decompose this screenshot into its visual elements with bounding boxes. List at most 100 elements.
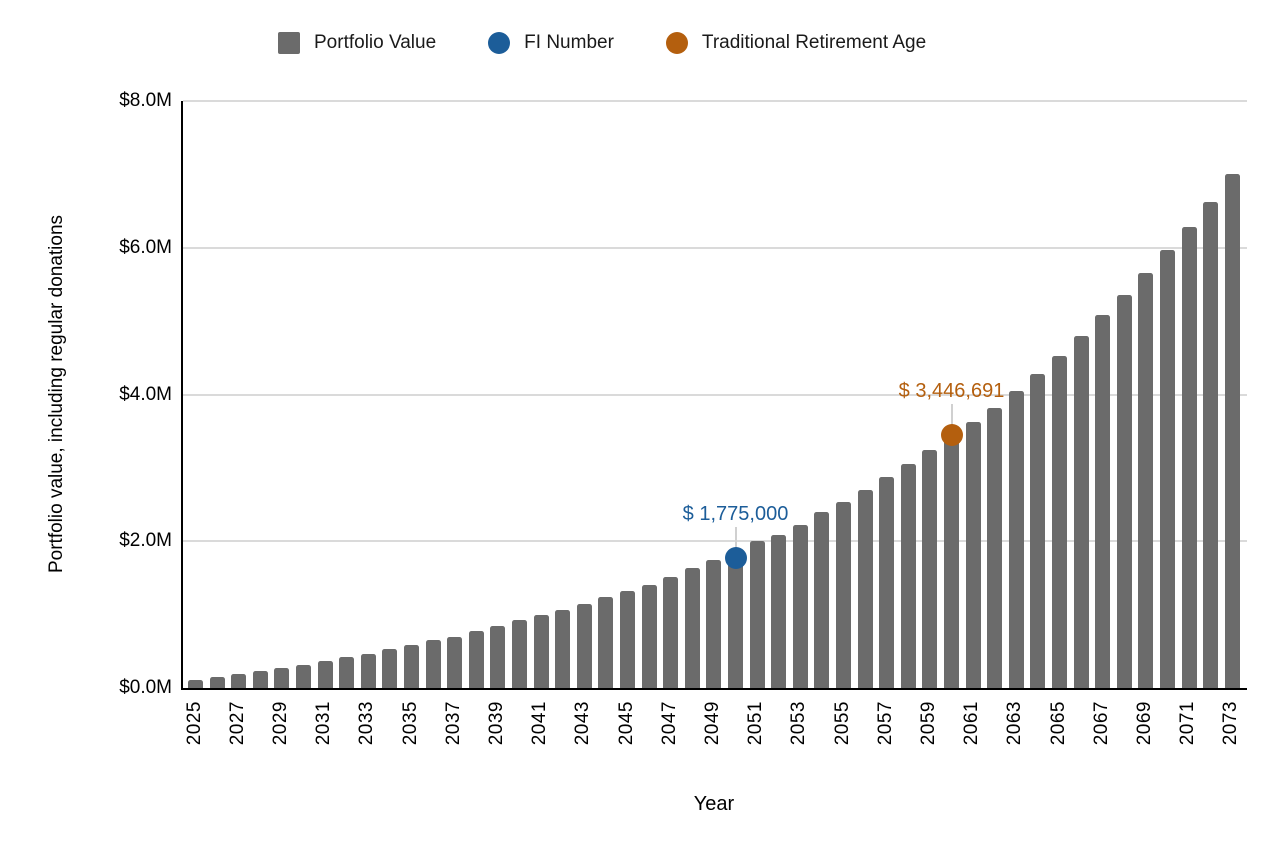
bar-2031[interactable] (317, 660, 333, 688)
x-tick-label-2027: 2027 (226, 701, 248, 746)
chart-legend: Portfolio Value FI Number Traditional Reti… (278, 32, 926, 54)
bar-2040[interactable] (512, 619, 527, 688)
bar-2050[interactable] (728, 550, 743, 688)
bar-2025[interactable] (188, 679, 203, 688)
bar-2044[interactable] (598, 597, 614, 688)
bar-2028[interactable] (252, 671, 268, 688)
bar-2043[interactable] (576, 603, 592, 688)
gridline (183, 100, 1247, 102)
bar-2063[interactable] (1008, 390, 1024, 688)
bar-2054[interactable] (814, 511, 830, 688)
bar-2038[interactable] (468, 630, 484, 688)
y-tick-label: $6.0M (119, 236, 172, 258)
y-tick-label: $0.0M (119, 677, 172, 698)
x-tick-label-2053: 2053 (788, 701, 810, 746)
x-tick-label-2035: 2035 (399, 701, 421, 746)
bar-2045[interactable] (620, 591, 635, 688)
x-tick-label-2059: 2059 (917, 701, 939, 746)
x-tick-label-2025: 2025 (183, 701, 205, 746)
bar-2058[interactable] (900, 464, 916, 688)
bar-2071[interactable] (1181, 227, 1197, 688)
bar-2033[interactable] (360, 653, 376, 688)
bar-2048[interactable] (684, 568, 700, 688)
x-tick-label-2063: 2063 (1004, 701, 1026, 746)
x-tick-label-2067: 2067 (1090, 701, 1112, 746)
bar-2051[interactable] (749, 541, 765, 688)
bar-2059[interactable] (922, 450, 938, 688)
bar-2039[interactable] (490, 625, 506, 688)
bar-2041[interactable] (533, 614, 549, 688)
x-tick-label-2061: 2061 (961, 701, 983, 746)
x-tick-label-2029: 2029 (269, 701, 291, 746)
bar-2053[interactable] (792, 525, 808, 688)
bar-2027[interactable] (231, 674, 247, 688)
bar-2035[interactable] (404, 645, 419, 688)
bar-2073[interactable] (1224, 174, 1240, 688)
legend-label: Portfolio Value (314, 32, 437, 53)
x-tick-label-2057: 2057 (874, 701, 896, 746)
x-tick-label-2049: 2049 (701, 701, 723, 746)
x-tick-label-2033: 2033 (356, 701, 378, 746)
bar-2047[interactable] (663, 576, 679, 688)
x-tick-label-2051: 2051 (745, 701, 767, 746)
bar-2065[interactable] (1052, 356, 1067, 688)
legend-item-portfolio-value[interactable]: Portfolio Value (278, 32, 436, 54)
legend-label: FI Number (524, 32, 614, 53)
bar-2049[interactable] (706, 559, 722, 688)
bar-2062[interactable] (987, 407, 1003, 688)
bar-2070[interactable] (1160, 250, 1175, 688)
annotation-value-label: $ 1,775,000 (682, 502, 789, 525)
x-tick-label-2065: 2065 (1047, 701, 1069, 746)
legend-label: Traditional Retirement Age (701, 32, 927, 53)
bar-2061[interactable] (965, 422, 981, 688)
x-tick-label-2069: 2069 (1133, 701, 1155, 746)
bar-2036[interactable] (425, 640, 441, 688)
traditional-retirement-age-point[interactable] (940, 424, 963, 447)
legend-item-fi-number[interactable]: FI Number (488, 32, 614, 54)
fi-number-point[interactable] (724, 546, 747, 569)
x-axis-title: Year (693, 793, 735, 815)
bar-2066[interactable] (1073, 335, 1089, 688)
bar-2067[interactable] (1095, 315, 1111, 688)
x-tick-label-2041: 2041 (529, 701, 551, 746)
y-tick-label: $8.0M (119, 90, 172, 111)
bar-2060[interactable] (944, 437, 959, 688)
y-tick-label: $2.0M (119, 530, 172, 552)
x-tick-label-2045: 2045 (615, 701, 637, 746)
x-tick-label-2073: 2073 (1220, 701, 1242, 746)
bar-2026[interactable] (209, 677, 225, 688)
legend-item-traditional-retirement-age[interactable]: Traditional Retirement Age (665, 32, 927, 54)
x-tick-label-2047: 2047 (658, 701, 680, 746)
bar-2032[interactable] (339, 657, 355, 688)
gridline (183, 540, 1247, 543)
bar-2037[interactable] (447, 636, 463, 688)
bar-2069[interactable] (1138, 273, 1154, 688)
x-tick-label-2055: 2055 (831, 701, 853, 746)
annotation-stem (734, 526, 737, 548)
circle-marker-icon (488, 32, 511, 54)
annotation-stem (950, 404, 953, 426)
bar-2057[interactable] (879, 477, 895, 688)
bar-2046[interactable] (641, 584, 657, 688)
x-tick-label-2037: 2037 (442, 701, 464, 746)
bar-2056[interactable] (857, 489, 873, 688)
plot-area: $ 1,775,000 $ 3,446,691 (183, 100, 1247, 690)
bar-2034[interactable] (382, 649, 398, 688)
x-tick-label-2043: 2043 (572, 701, 594, 746)
x-tick-label-2031: 2031 (313, 701, 335, 746)
bar-2030[interactable] (296, 664, 311, 688)
annotation-value-label: $ 3,446,691 (898, 380, 1005, 403)
y-axis-title: Portfolio value, including regular donat… (46, 214, 67, 574)
bar-2055[interactable] (836, 501, 851, 688)
gridline (183, 393, 1247, 396)
gridline (183, 246, 1247, 249)
x-axis-line (183, 688, 1247, 690)
bar-2029[interactable] (274, 667, 290, 688)
bar-2042[interactable] (555, 609, 571, 688)
bar-2064[interactable] (1030, 374, 1046, 688)
bar-2052[interactable] (771, 534, 787, 688)
bar-2072[interactable] (1203, 202, 1219, 688)
bar-2068[interactable] (1116, 295, 1132, 688)
square-marker-icon (278, 32, 300, 54)
